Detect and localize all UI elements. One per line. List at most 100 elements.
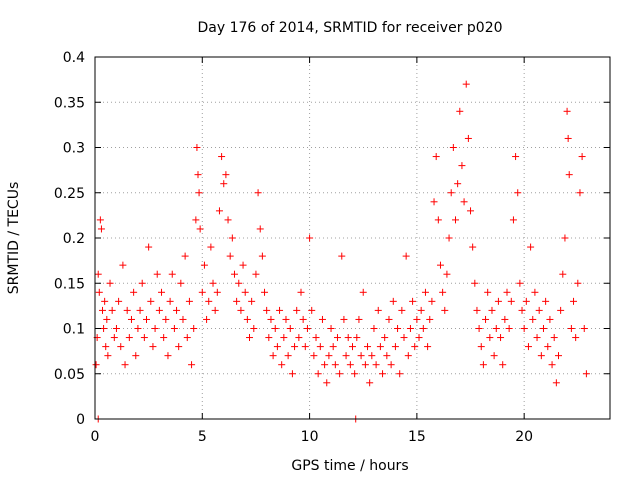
data-point bbox=[428, 297, 436, 305]
data-point bbox=[273, 343, 281, 351]
data-point bbox=[539, 325, 547, 332]
data-point bbox=[426, 315, 434, 323]
data-point bbox=[359, 288, 367, 296]
y-tick-label: 0 bbox=[76, 412, 85, 428]
data-point bbox=[100, 325, 108, 332]
data-point bbox=[387, 361, 395, 369]
data-point bbox=[181, 252, 189, 260]
data-point bbox=[340, 315, 348, 323]
data-point bbox=[145, 243, 153, 251]
data-point bbox=[404, 352, 412, 360]
data-point bbox=[342, 352, 350, 360]
data-point bbox=[417, 306, 425, 314]
data-point bbox=[391, 343, 399, 351]
data-point bbox=[514, 189, 522, 197]
x-tick-label: 0 bbox=[91, 429, 100, 445]
data-point bbox=[434, 216, 442, 224]
data-point bbox=[207, 243, 215, 251]
data-point bbox=[565, 171, 573, 179]
data-point bbox=[103, 315, 111, 323]
scatter-points bbox=[92, 80, 590, 423]
data-point bbox=[127, 315, 135, 323]
data-point bbox=[117, 343, 125, 351]
data-point bbox=[430, 198, 438, 206]
chart-title: Day 176 of 2014, SRMTID for receiver p02… bbox=[197, 20, 502, 36]
data-point bbox=[228, 234, 236, 242]
data-point bbox=[512, 153, 520, 161]
data-point bbox=[175, 343, 183, 351]
data-point bbox=[559, 270, 567, 278]
data-point bbox=[140, 334, 148, 342]
data-point bbox=[325, 352, 333, 360]
data-point bbox=[372, 361, 380, 369]
data-point bbox=[119, 261, 127, 269]
data-point bbox=[473, 306, 481, 314]
data-point bbox=[381, 334, 389, 342]
data-point bbox=[563, 107, 571, 115]
data-point bbox=[96, 216, 104, 224]
data-point bbox=[458, 162, 466, 170]
data-point bbox=[318, 315, 326, 323]
data-point bbox=[92, 361, 100, 369]
y-tick-label: 0.35 bbox=[54, 95, 85, 111]
data-point bbox=[454, 180, 462, 188]
data-point bbox=[188, 361, 196, 369]
data-point bbox=[366, 379, 374, 387]
data-point bbox=[271, 325, 279, 332]
data-point bbox=[123, 306, 131, 314]
data-point bbox=[503, 288, 511, 296]
data-point bbox=[115, 297, 123, 305]
x-tick-label: 20 bbox=[515, 429, 533, 445]
data-point bbox=[570, 297, 578, 305]
data-point bbox=[193, 144, 201, 151]
data-point bbox=[346, 361, 354, 369]
data-point bbox=[452, 216, 459, 224]
data-point bbox=[102, 343, 110, 351]
data-point bbox=[235, 279, 243, 287]
data-point bbox=[106, 279, 114, 287]
data-point bbox=[564, 134, 572, 142]
x-tick-label: 10 bbox=[301, 429, 319, 445]
data-point bbox=[507, 297, 515, 305]
data-point bbox=[415, 334, 423, 342]
x-tick-label: 5 bbox=[198, 429, 207, 445]
data-point bbox=[205, 297, 213, 305]
data-point bbox=[321, 361, 329, 369]
data-point bbox=[97, 225, 105, 233]
data-point bbox=[518, 306, 526, 314]
data-point bbox=[580, 325, 588, 332]
x-tick-label: 15 bbox=[408, 429, 426, 445]
data-point bbox=[527, 243, 535, 251]
x-axis-tick-labels: 0 5 10 15 20 bbox=[91, 429, 534, 445]
data-point bbox=[297, 288, 305, 296]
data-point bbox=[213, 288, 221, 296]
data-point bbox=[509, 216, 517, 224]
data-point bbox=[516, 279, 524, 287]
data-point bbox=[445, 234, 453, 242]
data-point bbox=[200, 261, 208, 269]
data-point bbox=[177, 279, 185, 287]
data-point bbox=[546, 315, 554, 323]
data-point bbox=[263, 306, 271, 314]
data-point bbox=[101, 297, 109, 305]
data-point bbox=[385, 315, 393, 323]
data-point bbox=[524, 343, 532, 351]
data-point bbox=[299, 315, 307, 323]
data-point bbox=[112, 325, 120, 332]
data-point bbox=[192, 216, 200, 224]
y-axis-tick-labels: 0 0.05 0.1 0.15 0.2 0.25 0.3 0.35 0.4 bbox=[54, 50, 85, 428]
data-point bbox=[280, 334, 288, 342]
data-point bbox=[94, 270, 102, 278]
data-point bbox=[477, 343, 485, 351]
data-point bbox=[552, 379, 560, 387]
data-point bbox=[370, 325, 378, 332]
data-point bbox=[486, 334, 494, 342]
data-point bbox=[211, 306, 219, 314]
y-tick-label: 0.4 bbox=[63, 50, 85, 66]
data-point bbox=[376, 343, 384, 351]
data-point bbox=[520, 325, 528, 332]
data-point bbox=[252, 270, 260, 278]
data-point bbox=[464, 134, 472, 142]
data-point bbox=[261, 288, 269, 296]
data-point bbox=[149, 343, 157, 351]
